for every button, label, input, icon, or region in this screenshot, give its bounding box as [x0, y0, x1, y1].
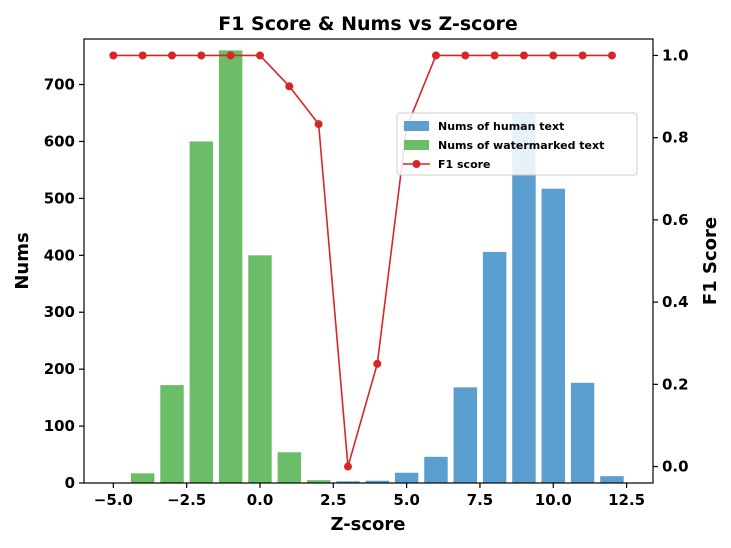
y2-tick-label: 0.0 — [662, 458, 689, 476]
f1-point — [314, 120, 323, 129]
f1-point — [373, 359, 382, 368]
bar-watermarked — [130, 473, 155, 483]
bars-layer — [130, 50, 624, 483]
bar-human — [453, 387, 478, 483]
x-ticks: −5.0 −2.5 0.0 2.5 5.0 7.5 10.0 12.5 — [94, 483, 645, 509]
bar-watermarked — [189, 141, 214, 483]
f1-point — [197, 51, 206, 60]
bar-human — [336, 481, 360, 483]
y2-ticks: 0.0 0.2 0.4 0.6 0.8 1.0 — [653, 46, 689, 476]
y-tick-label: 0 — [65, 474, 75, 492]
f1-point — [226, 51, 235, 60]
bar-human — [424, 456, 448, 483]
f1-point — [255, 51, 264, 60]
plot-frame — [83, 38, 654, 484]
y-axis-label: Nums — [12, 232, 33, 289]
f1-point — [519, 51, 528, 60]
y-tick-label: 600 — [44, 132, 75, 150]
f1-line — [113, 54, 612, 467]
x-tick-label: 10.0 — [535, 491, 572, 509]
y2-axis-label: F1 Score — [700, 217, 721, 305]
bar-human — [365, 480, 390, 483]
legend-box — [396, 112, 638, 176]
legend: Nums of human text Nums of watermarked t… — [396, 112, 638, 176]
y2-tick-label: 0.2 — [662, 375, 689, 393]
bar-human — [541, 188, 566, 483]
legend-swatch-human — [404, 121, 429, 131]
bar-watermarked — [160, 385, 184, 483]
legend-label-watermarked: Nums of watermarked text — [438, 139, 604, 152]
y-tick-label: 400 — [44, 246, 75, 264]
x-tick-label: 2.5 — [320, 491, 347, 509]
f1-point — [343, 462, 352, 471]
bar-watermarked — [277, 452, 302, 483]
y2-tick-label: 0.6 — [662, 211, 689, 229]
y-tick-label: 100 — [44, 417, 75, 435]
x-tick-label: 12.5 — [608, 491, 645, 509]
bar-watermarked — [248, 255, 272, 483]
f1-point — [578, 51, 587, 60]
f1-point — [549, 51, 558, 60]
f1-point — [109, 51, 118, 60]
x-axis-label: Z-score — [330, 514, 405, 535]
f1-point — [431, 51, 440, 60]
f1-point — [490, 51, 499, 60]
legend-marker-f1 — [412, 160, 421, 168]
y-tick-label: 300 — [44, 303, 75, 321]
f1-point — [138, 51, 147, 60]
y-tick-label: 700 — [44, 76, 75, 94]
f1-point — [461, 51, 470, 60]
legend-swatch-watermarked — [404, 140, 429, 150]
y2-tick-label: 1.0 — [662, 46, 689, 64]
bar-watermarked — [218, 50, 243, 483]
chart-title: F1 Score & Nums vs Z-score — [218, 13, 518, 35]
legend-label-f1: F1 score — [438, 158, 491, 171]
y2-tick-label: 0.4 — [662, 293, 689, 311]
bar-human — [600, 476, 624, 483]
y-tick-label: 200 — [44, 360, 75, 378]
f1-point — [607, 51, 616, 60]
bar-human — [394, 472, 419, 483]
x-tick-label: −5.0 — [94, 491, 133, 509]
f1-point — [285, 82, 294, 91]
x-tick-label: 7.5 — [467, 491, 494, 509]
y-ticks: 0 100 200 300 400 500 600 700 — [44, 76, 84, 492]
bar-watermarked — [306, 480, 331, 483]
x-tick-label: 5.0 — [393, 491, 420, 509]
bar-human — [482, 251, 507, 483]
x-tick-label: 0.0 — [247, 491, 274, 509]
legend-label-human: Nums of human text — [438, 120, 564, 133]
x-tick-label: −2.5 — [167, 491, 206, 509]
bar-human — [570, 382, 595, 483]
y2-tick-label: 0.8 — [662, 129, 689, 147]
f1-point — [167, 51, 176, 60]
bar-human — [512, 114, 536, 483]
y-tick-label: 500 — [44, 189, 75, 207]
